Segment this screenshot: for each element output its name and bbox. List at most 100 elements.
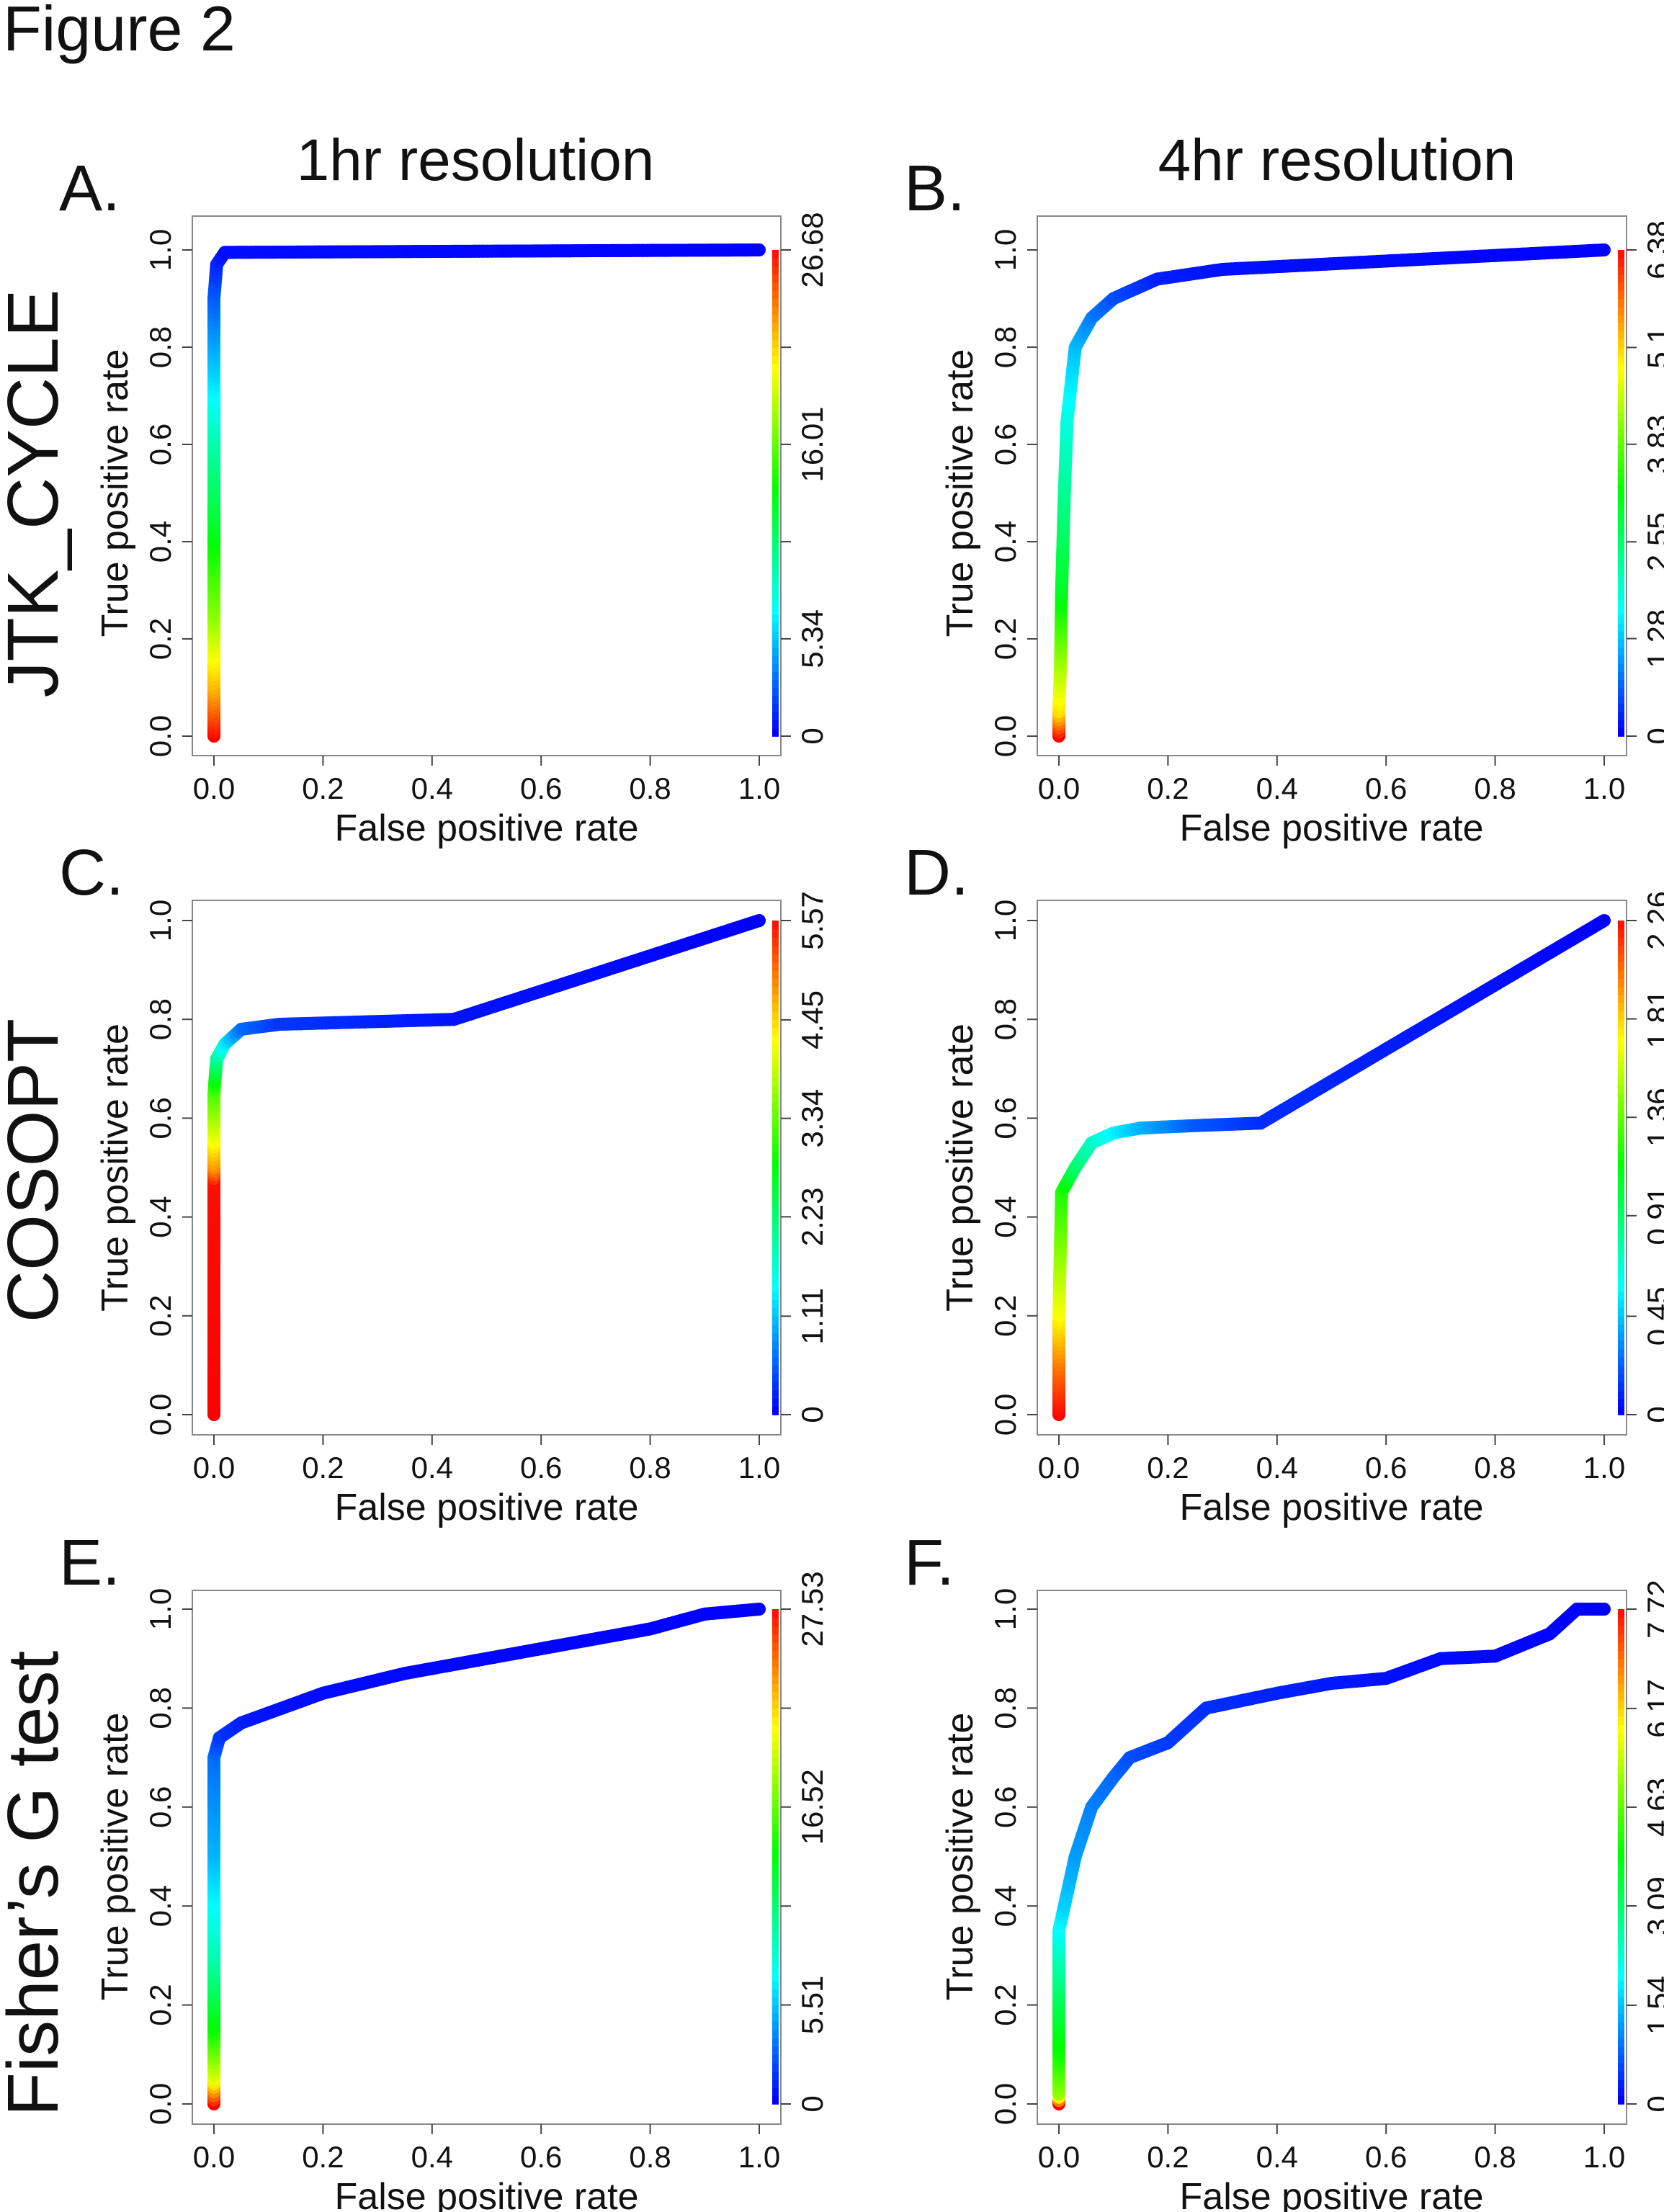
colorbar-segment — [1618, 298, 1624, 308]
colorbar-segment — [1618, 493, 1624, 502]
colorbar-segment — [772, 1650, 779, 1660]
panel-c: C. 0.0 0.2 0.4 0.6 0.8 1.0 0.0 0.2 0.4 0.6 0.8 1.0 Fa… — [59, 837, 829, 1528]
colorbar-segment — [1618, 1011, 1624, 1020]
colorbar-segment — [1618, 1971, 1624, 1982]
colorbar-segment — [1618, 1274, 1624, 1284]
y-tick-label: 0.8 — [988, 1687, 1022, 1729]
colorbar-segment — [772, 945, 779, 954]
x-tick-label: 0.0 — [1038, 1451, 1080, 1485]
x-axis-label: False positive rate — [1180, 807, 1484, 849]
colorbar-segment — [772, 1864, 779, 1874]
colorbar-segment — [772, 655, 779, 664]
colorbar-segment — [772, 258, 779, 267]
y-tick-label: 0.4 — [988, 1196, 1022, 1237]
y-tick-label: 0.6 — [988, 1786, 1022, 1828]
x-tick-label: 0.2 — [302, 2140, 344, 2174]
colorbar-segment — [772, 727, 779, 737]
colorbar-segment — [772, 1183, 779, 1194]
colorbar-segment — [772, 1939, 779, 1948]
colorbar-segment — [772, 1373, 779, 1383]
colorbar-segment — [772, 1225, 779, 1235]
colorbar-segment — [772, 978, 779, 988]
colorbar-segment — [772, 1134, 779, 1144]
roc-curve-segment — [748, 1603, 766, 1616]
colorbar-label: 4.63 — [1641, 1778, 1664, 1837]
colorbar-segment — [772, 1774, 779, 1783]
colorbar-segment — [772, 614, 779, 624]
colorbar-segment — [1618, 412, 1624, 421]
colorbar-segment — [772, 1340, 779, 1350]
colorbar-segment — [1618, 1258, 1624, 1267]
colorbar-segment — [772, 1699, 779, 1709]
colorbar-segment — [1618, 582, 1624, 591]
colorbar-segment — [772, 558, 779, 567]
colorbar-segment — [772, 953, 779, 962]
colorbar-segment — [1618, 371, 1624, 380]
colorbar-segment — [1618, 1168, 1624, 1177]
colorbar-segment — [772, 582, 779, 591]
x-tick-label: 0.0 — [1038, 771, 1080, 805]
x-tick-label: 1.0 — [1583, 2140, 1625, 2174]
colorbar-segment — [772, 420, 779, 429]
colorbar-segment — [1618, 436, 1624, 445]
colorbar-segment — [1618, 1782, 1624, 1791]
x-tick-label: 0.2 — [1147, 2140, 1189, 2174]
colorbar-segment — [772, 2038, 779, 2047]
plot-box — [192, 900, 782, 1436]
colorbar-segment — [772, 1708, 779, 1717]
colorbar-segment — [1618, 388, 1624, 397]
colorbar-segment — [772, 1806, 779, 1817]
colorbar-segment — [772, 1060, 779, 1070]
colorbar-segment — [1618, 1348, 1624, 1358]
y-tick-label: 0.0 — [143, 2083, 177, 2125]
colorbar-segment — [772, 1947, 779, 1956]
colorbar-segment — [772, 1617, 779, 1626]
colorbar-label: 5.57 — [795, 891, 829, 950]
x-axis-label: False positive rate — [335, 1487, 639, 1528]
colorbar-segment — [772, 1848, 779, 1858]
colorbar-segment — [1618, 1683, 1624, 1693]
colorbar-segment — [1618, 1142, 1624, 1152]
colorbar-segment — [1618, 1667, 1624, 1676]
colorbar-label: 6.38 — [1641, 220, 1664, 279]
colorbar-segment — [1618, 2046, 1624, 2056]
colorbar-label: 16.01 — [795, 406, 829, 482]
x-tick-label: 0.2 — [1147, 771, 1189, 805]
colorbar-segment — [772, 2029, 779, 2039]
colorbar-label: 3.09 — [1641, 1876, 1664, 1935]
colorbar-segment — [1618, 509, 1624, 519]
colorbar-segment — [772, 1724, 779, 1734]
y-tick-label: 0.4 — [143, 1196, 177, 1237]
colorbar-segment — [772, 1980, 779, 1989]
colorbar-segment — [1618, 1291, 1624, 1300]
colorbar-segment — [1618, 428, 1624, 437]
y-tick-label: 1.0 — [988, 229, 1022, 271]
colorbar-segment — [772, 1856, 779, 1866]
colorbar-segment — [1618, 1299, 1624, 1309]
colorbar-segment — [1618, 1650, 1624, 1660]
colorbar-segment — [1618, 501, 1624, 510]
y-tick-label: 0.0 — [143, 1394, 177, 1436]
colorbar-label: 1.81 — [1641, 990, 1664, 1049]
colorbar-segment — [772, 921, 779, 930]
colorbar-label: 1.36 — [1641, 1088, 1664, 1147]
colorbar-segment — [772, 1691, 779, 1701]
panel-d: D. 0.0 0.2 0.4 0.6 0.8 1.0 0.0 0.2 0.4 0.6 0.8 1.0 Fa… — [904, 837, 1664, 1528]
colorbar-segment — [1618, 1658, 1624, 1667]
colorbar-segment — [1618, 306, 1624, 315]
colorbar-segment — [772, 1324, 779, 1333]
colorbar-segment — [1618, 485, 1624, 494]
colorbar-segment — [772, 1832, 779, 1841]
y-axis-label: True positive rate — [94, 1024, 136, 1312]
colorbar-segment — [1618, 2079, 1624, 2088]
colorbar-segment — [772, 1840, 779, 1849]
y-tick-label: 0.2 — [143, 1984, 177, 2025]
colorbar-segment — [1618, 323, 1624, 332]
colorbar-segment — [772, 1667, 779, 1676]
colorbar-segment — [1618, 1365, 1624, 1374]
colorbar-segment — [772, 477, 779, 486]
colorbar-segment — [1618, 1324, 1624, 1333]
y-tick-label: 0.8 — [143, 1687, 177, 1729]
colorbar-segment — [1618, 1881, 1624, 1891]
colorbar-segment — [772, 412, 779, 421]
